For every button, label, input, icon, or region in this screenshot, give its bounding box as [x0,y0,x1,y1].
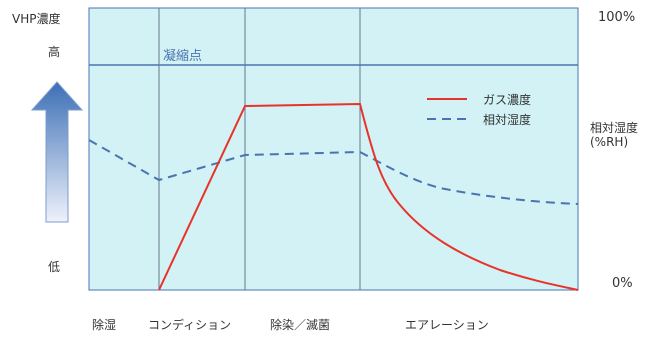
humidity-curve [88,139,579,205]
left-axis-high-label: 高 [48,45,61,59]
legend-label-gas: ガス濃度 [483,93,532,107]
phase-label-aeration: エアレーション [405,318,489,332]
phase-label-decontamination: 除染／滅菌 [270,318,331,332]
condensation-label: 凝縮点 [163,49,203,64]
plot-area [88,7,579,291]
concentration-arrow-icon [30,81,84,223]
gas-concentration-curve [158,102,579,291]
right-axis-top-label: 100% [598,10,636,25]
legend-label-humidity: 相対湿度 [483,113,532,127]
right-axis-bottom-label: 0% [612,276,633,291]
right-axis-title-line1: 相対湿度 [590,121,639,135]
left-axis-low-label: 低 [48,260,61,274]
left-axis-title: VHP濃度 [12,12,61,26]
phase-label-conditioning: コンディション [148,318,232,332]
right-axis-title-line2: (%RH) [590,135,629,149]
phase-label-dehumidify: 除湿 [92,318,117,332]
